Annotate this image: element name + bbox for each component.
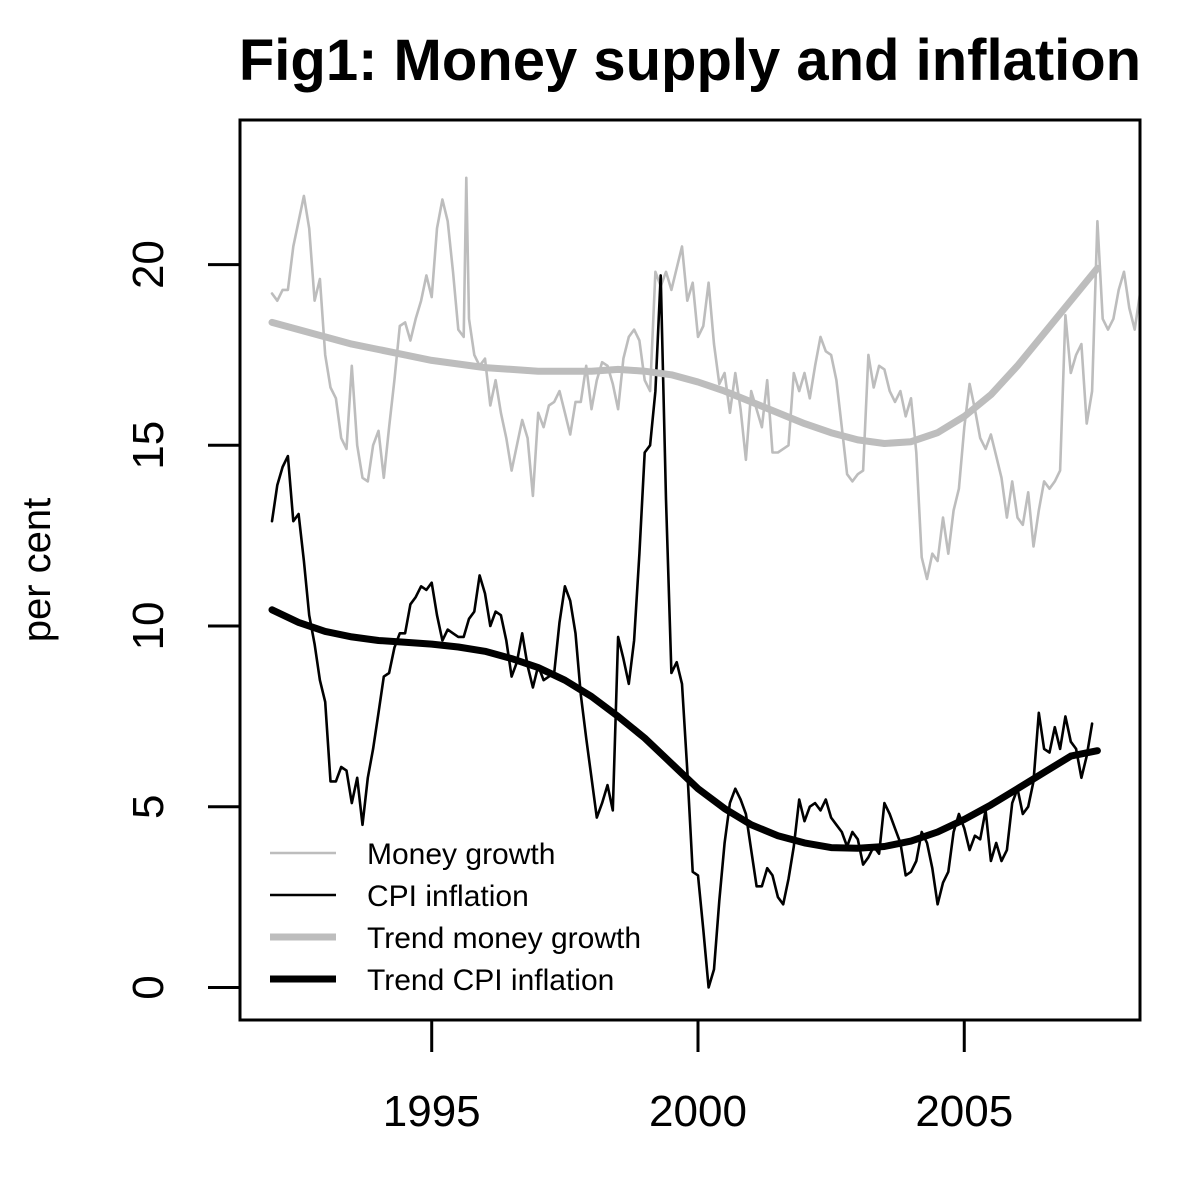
legend-item-cpi-inflation: CPI inflation [270, 880, 529, 913]
chart-title: Fig1: Money supply and inflation [239, 28, 1141, 93]
legend-label: Trend money growth [367, 922, 641, 955]
y-tick-label: 20 [124, 240, 173, 289]
legend-label: CPI inflation [367, 880, 529, 913]
legend: Money growth CPI inflation Trend money gro… [270, 838, 641, 997]
y-axis-title: per cent [15, 498, 59, 643]
x-axis: 1995 2000 2005 [383, 1018, 1013, 1136]
y-tick-label: 0 [124, 975, 173, 999]
legend-label: Money growth [367, 838, 555, 871]
legend-item-trend-money-growth: Trend money growth [270, 922, 641, 955]
x-tick-label: 2000 [649, 1087, 747, 1136]
series-line-trend-money-growth [268, 264, 1101, 447]
series-line-trend-cpi-inflation [268, 606, 1101, 852]
y-tick-label: 10 [124, 602, 173, 651]
legend-item-trend-cpi-inflation: Trend CPI inflation [270, 964, 614, 997]
y-tick-label: 15 [124, 421, 173, 470]
series-layer [268, 176, 1140, 989]
legend-label: Trend CPI inflation [367, 964, 614, 997]
y-axis: 0 5 10 15 20 [124, 240, 242, 1000]
x-tick-label: 1995 [383, 1087, 481, 1136]
y-tick-label: 5 [124, 795, 173, 819]
x-tick-label: 2005 [915, 1087, 1013, 1136]
series-line-money-growth [270, 176, 1140, 581]
legend-item-money-growth: Money growth [270, 838, 555, 871]
